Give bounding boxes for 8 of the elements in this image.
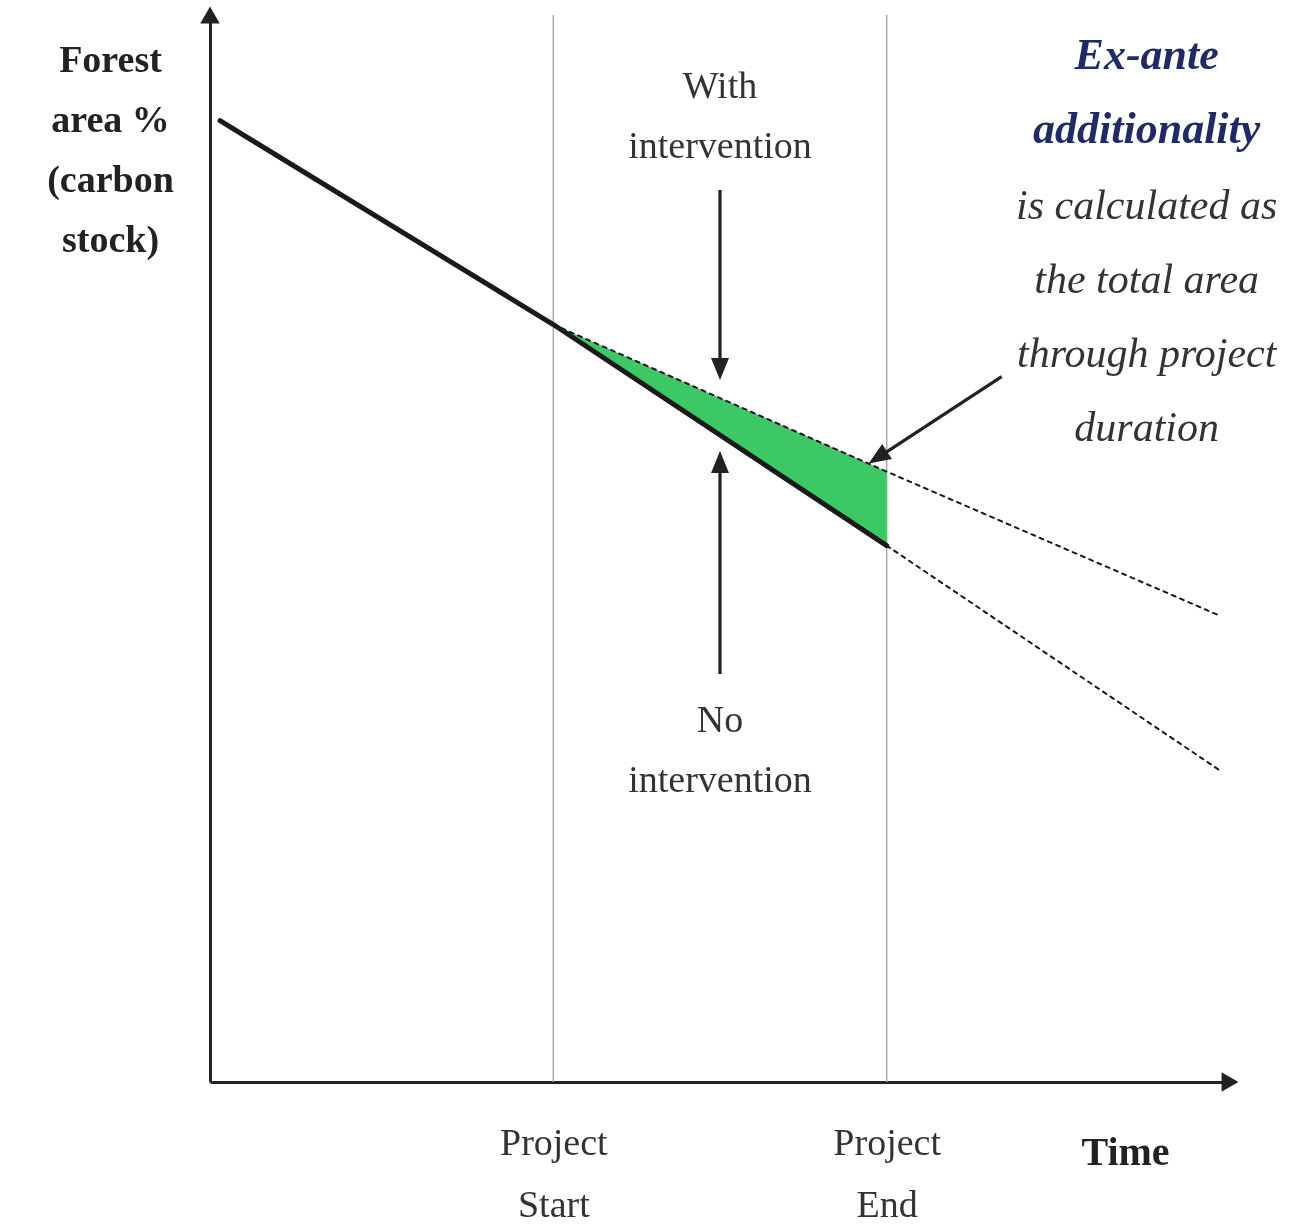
annotation: No intervention bbox=[628, 698, 812, 801]
y-axis-title: Forest area % (carbon stock) bbox=[47, 37, 174, 261]
x-tick-label: Project Start bbox=[500, 1120, 609, 1225]
x-tick-label: Project End bbox=[833, 1120, 942, 1225]
annotation: is calculated as the total area through project duration bbox=[1016, 181, 1278, 450]
annotation: With intervention bbox=[628, 64, 812, 167]
annotation: Ex-ante additionality bbox=[1032, 29, 1261, 153]
x-axis-title: Time bbox=[1081, 1128, 1170, 1174]
